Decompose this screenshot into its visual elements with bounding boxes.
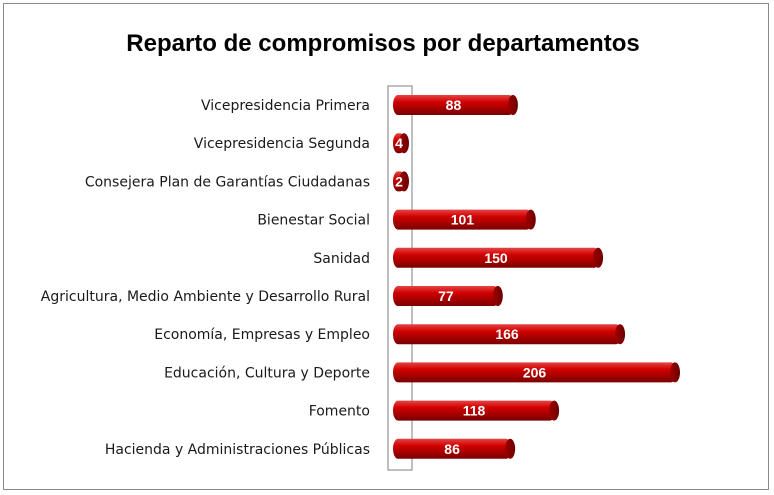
category-label: Educación, Cultura y Deporte — [164, 365, 370, 381]
bar — [393, 247, 600, 268]
data-label: 86 — [444, 441, 460, 457]
bar — [393, 362, 676, 383]
category-label: Sanidad — [313, 251, 370, 267]
category-label: Vicepresidencia Primera — [201, 98, 370, 114]
data-label: 150 — [484, 250, 508, 266]
category-label: Fomento — [309, 404, 370, 420]
chart-title: Reparto de compromisos por departamentos — [126, 30, 640, 57]
data-label: 4 — [395, 135, 403, 151]
data-label: 2 — [395, 173, 403, 189]
bar-cap — [399, 133, 409, 154]
bar-cap — [670, 362, 680, 383]
bar — [393, 438, 512, 459]
data-label: 206 — [523, 364, 547, 380]
bar-cap — [492, 286, 503, 306]
bar — [393, 400, 556, 421]
data-label: 166 — [495, 326, 519, 342]
data-label: 77 — [438, 288, 454, 304]
category-label: Hacienda y Administraciones Públicas — [105, 442, 370, 458]
bar-cap — [549, 400, 560, 421]
bar — [393, 286, 499, 306]
category-label: Bienestar Social — [257, 213, 370, 229]
bar-cap — [507, 95, 518, 115]
bar — [393, 324, 622, 345]
category-label: Vicepresidencia Segunda — [194, 136, 370, 152]
data-label: 101 — [451, 212, 475, 228]
chart-frame: Reparto de compromisos por departamentos — [3, 3, 769, 490]
category-label: Agricultura, Medio Ambiente y Desarrollo… — [41, 289, 370, 305]
bar — [393, 209, 532, 230]
bar-cap — [399, 171, 409, 192]
bar — [393, 95, 514, 115]
category-label: Consejera Plan de Garantías Ciudadanas — [85, 174, 370, 190]
category-label: Economía, Empresas y Empleo — [154, 327, 370, 343]
data-label: 118 — [463, 403, 486, 419]
bar-cap — [525, 209, 536, 230]
data-label: 88 — [446, 97, 462, 113]
bar-cap — [593, 247, 604, 268]
bar-cap — [505, 438, 516, 459]
bar-cap — [615, 324, 626, 345]
